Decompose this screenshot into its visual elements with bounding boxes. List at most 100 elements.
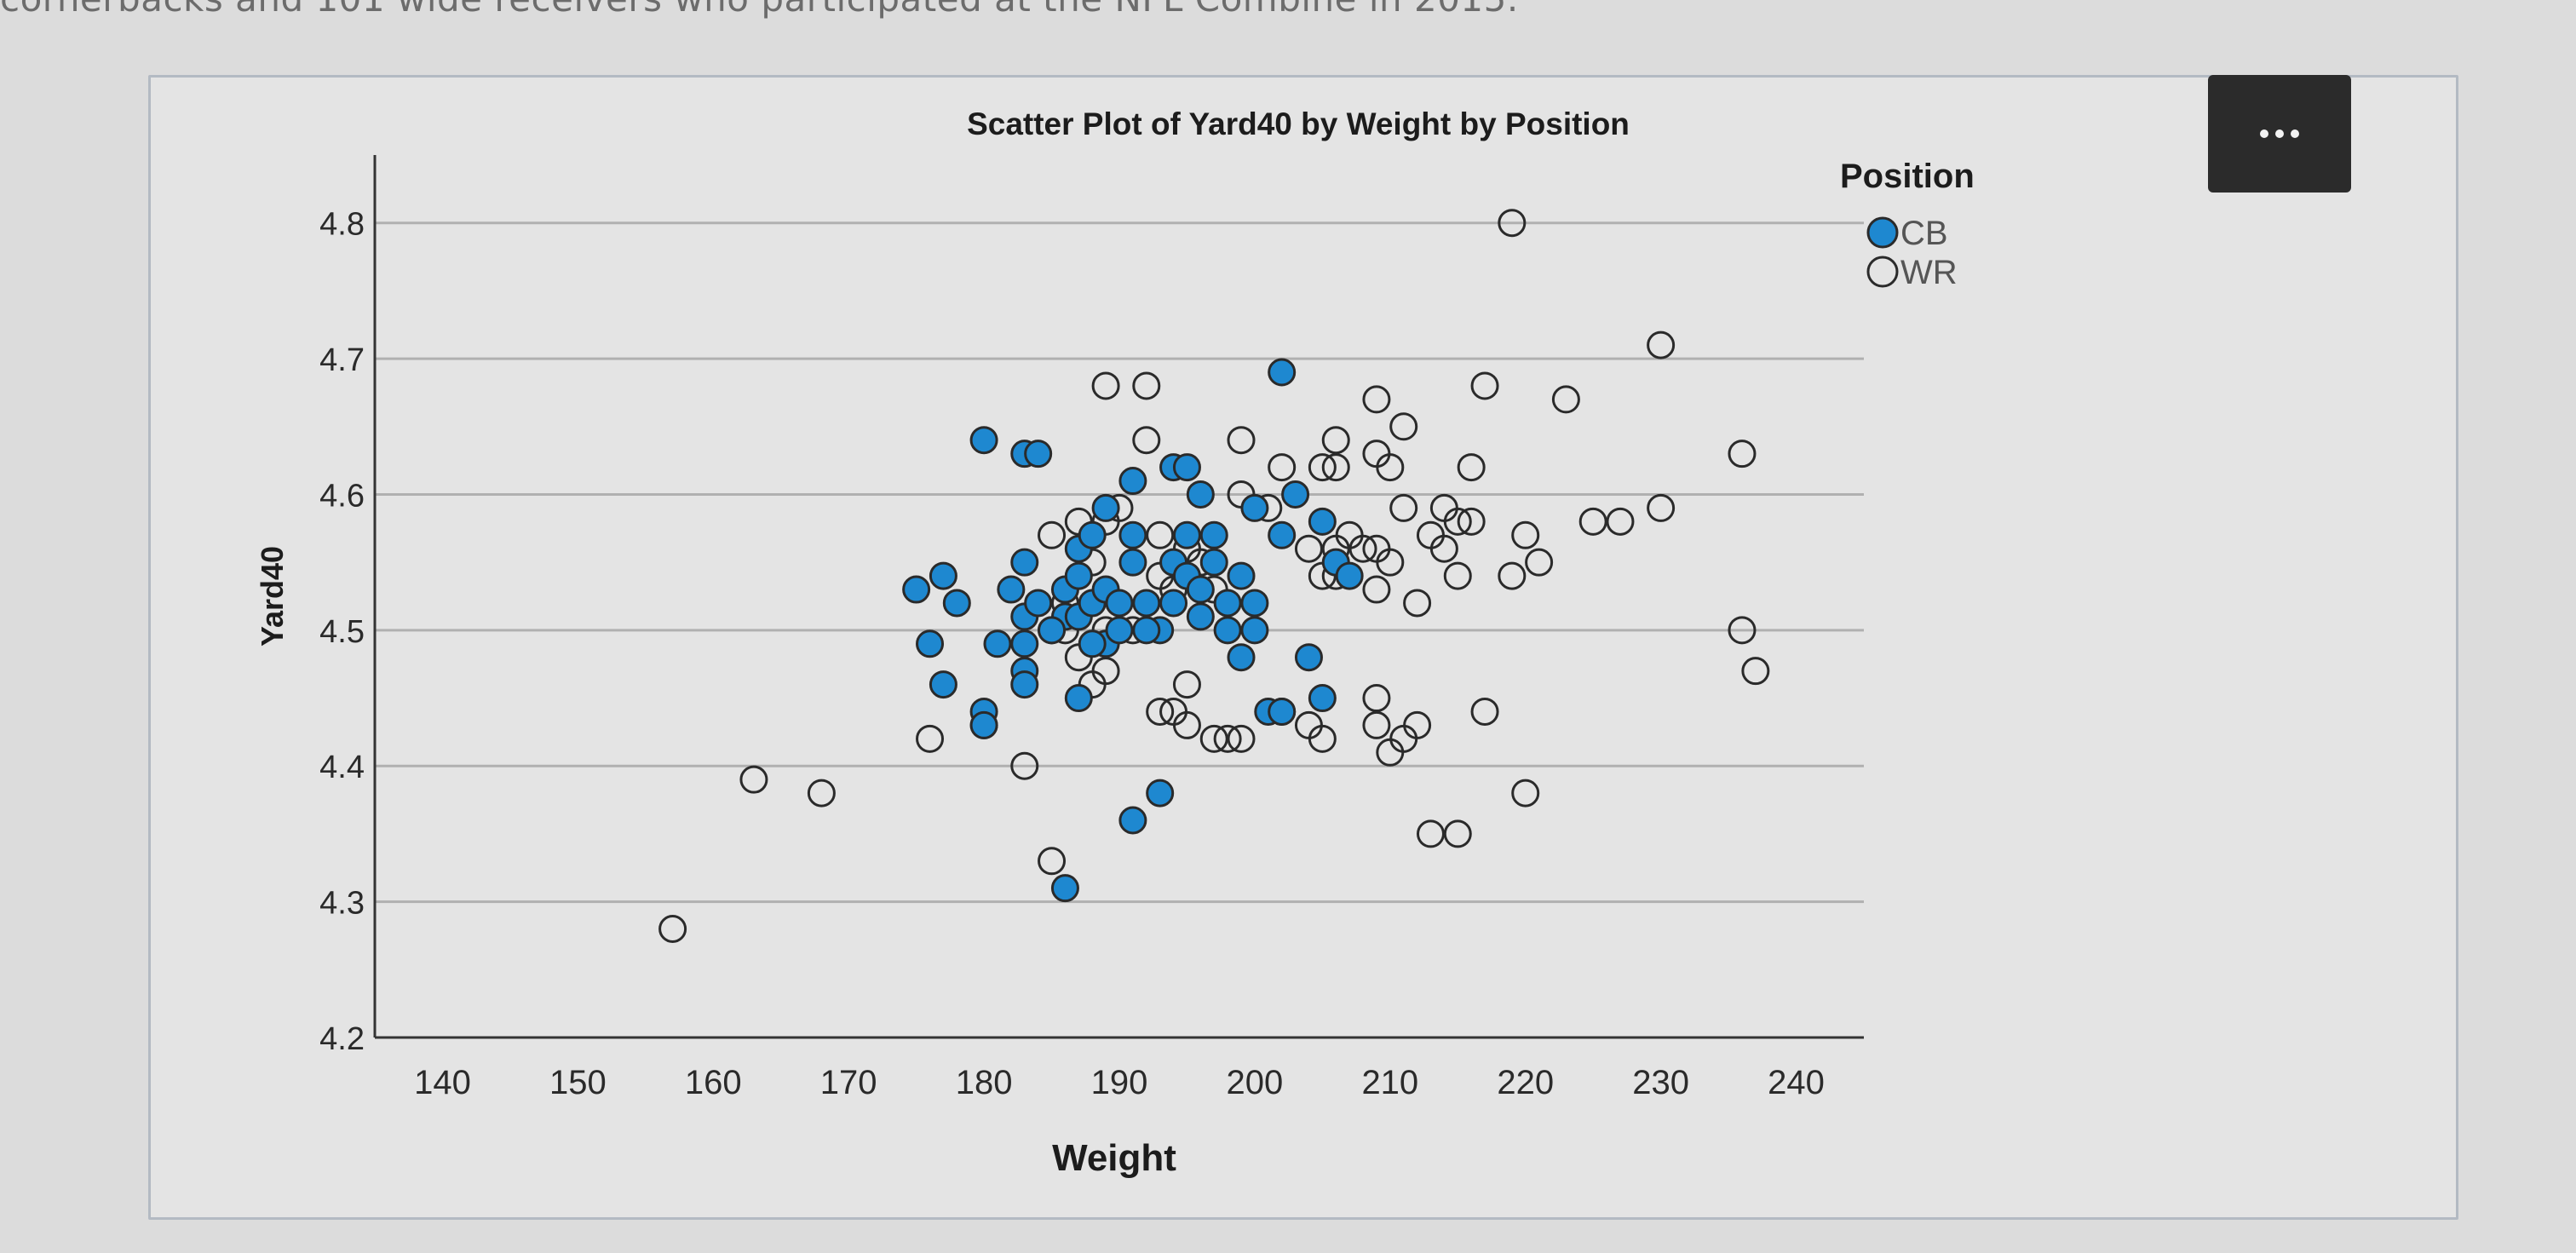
y-tick-label: 4.3 [319,886,365,922]
wr-point [1429,534,1458,563]
wr-point [1647,330,1676,359]
wr-point [1728,616,1757,645]
cb-point [1105,616,1134,645]
y-tick-label: 4.2 [319,1021,365,1057]
cb-point [1172,520,1201,549]
wr-point [1321,453,1350,482]
wr-point [1146,697,1175,726]
cb-point [1240,616,1269,645]
cb-point [1294,643,1323,672]
cb-point [1132,616,1161,645]
wr-point [1132,426,1161,455]
wr-point [1416,819,1445,848]
x-tick-labels: 140 150 160 170 180 190 200 210 220 230 240 [414,1064,1825,1101]
cb-point [1308,507,1337,536]
cb-point [983,629,1012,658]
wr-point [1362,385,1391,414]
wr-point [1416,520,1445,549]
wr-point [1362,710,1391,739]
wr-point [1038,520,1067,549]
cb-point [1091,493,1120,522]
wr-point [1294,534,1323,563]
cb-point [1078,629,1107,658]
cb-point [1159,589,1188,618]
cb-point [1268,697,1297,726]
cb-point [1105,589,1134,618]
wr-point [1091,371,1120,400]
wr-point [1511,779,1540,808]
wr-point [807,779,836,808]
x-tick-label: 210 [1361,1064,1418,1101]
wr-point [1268,453,1297,482]
x-tick-label: 160 [685,1064,742,1101]
cb-point [1024,589,1053,618]
chart-title: Scatter Plot of Yard40 by Weight by Posi… [967,106,1630,141]
legend-marker-wr [1866,256,1899,288]
cb-point [1132,589,1161,618]
wr-point [1132,371,1161,400]
x-tick-label: 150 [549,1064,607,1101]
cb-point [1186,575,1215,604]
wr-point [1199,724,1228,753]
cb-point [942,589,971,618]
wr-point [1403,589,1432,618]
cb-point [1213,616,1242,645]
cb-point [969,710,998,739]
y-axis-label: Yard40 [255,546,290,647]
wr-point [1294,710,1323,739]
y-tick-label: 4.7 [319,342,365,378]
cb-point [1172,453,1201,482]
wr-point [1457,507,1486,536]
wr-point [1091,657,1120,686]
wr-point [1741,657,1770,686]
cb-point [1078,520,1107,549]
cb-point [1199,520,1228,549]
wr-point [1362,684,1391,713]
wr-point [1362,534,1391,563]
wr-point [658,914,687,943]
wr-point [1010,751,1039,780]
wr-point [1376,738,1405,767]
wr-point [1578,507,1607,536]
x-tick-label: 200 [1227,1064,1284,1101]
wr-point [1348,534,1377,563]
y-tick-label: 4.4 [319,750,365,785]
wr-point [1308,453,1337,482]
wr-point [1227,724,1256,753]
cb-point [1050,874,1079,903]
wr-point [1457,453,1486,482]
legend-label-cb: CB [1900,215,1948,252]
cb-point [1010,629,1039,658]
wr-point [1172,710,1201,739]
wr-point [1038,847,1067,876]
cb-point [1227,643,1256,672]
cb-point [1010,670,1039,699]
wr-point [1647,493,1676,522]
wr-point [1525,548,1554,577]
cb-point [1118,520,1147,549]
x-tick-label: 170 [820,1064,877,1101]
wr-point [1376,548,1405,577]
x-tick-label: 240 [1768,1064,1825,1101]
wr-point [1470,371,1499,400]
cb-point [969,426,998,455]
wr-point [1498,561,1527,590]
cb-point [1268,520,1297,549]
cb-point [1227,561,1256,590]
cb-point [1213,589,1242,618]
wr-point [1606,507,1635,536]
wr-point [1728,440,1757,468]
cb-point [1199,548,1228,577]
wr-point [1389,412,1418,441]
y-tick-labels: 4.2 4.3 4.4 4.5 4.6 4.7 4.8 [319,207,365,1057]
cb-point [1118,467,1147,496]
wr-point [1551,385,1580,414]
wr-point [1335,520,1364,549]
wr-point [1403,710,1432,739]
wr-point [1498,209,1527,238]
wr-point [1443,507,1472,536]
page-caption: cornerbacks and 101 wide receivers who p… [0,0,1519,20]
more-options-button[interactable] [2208,75,2351,193]
wr-point [1362,575,1391,604]
